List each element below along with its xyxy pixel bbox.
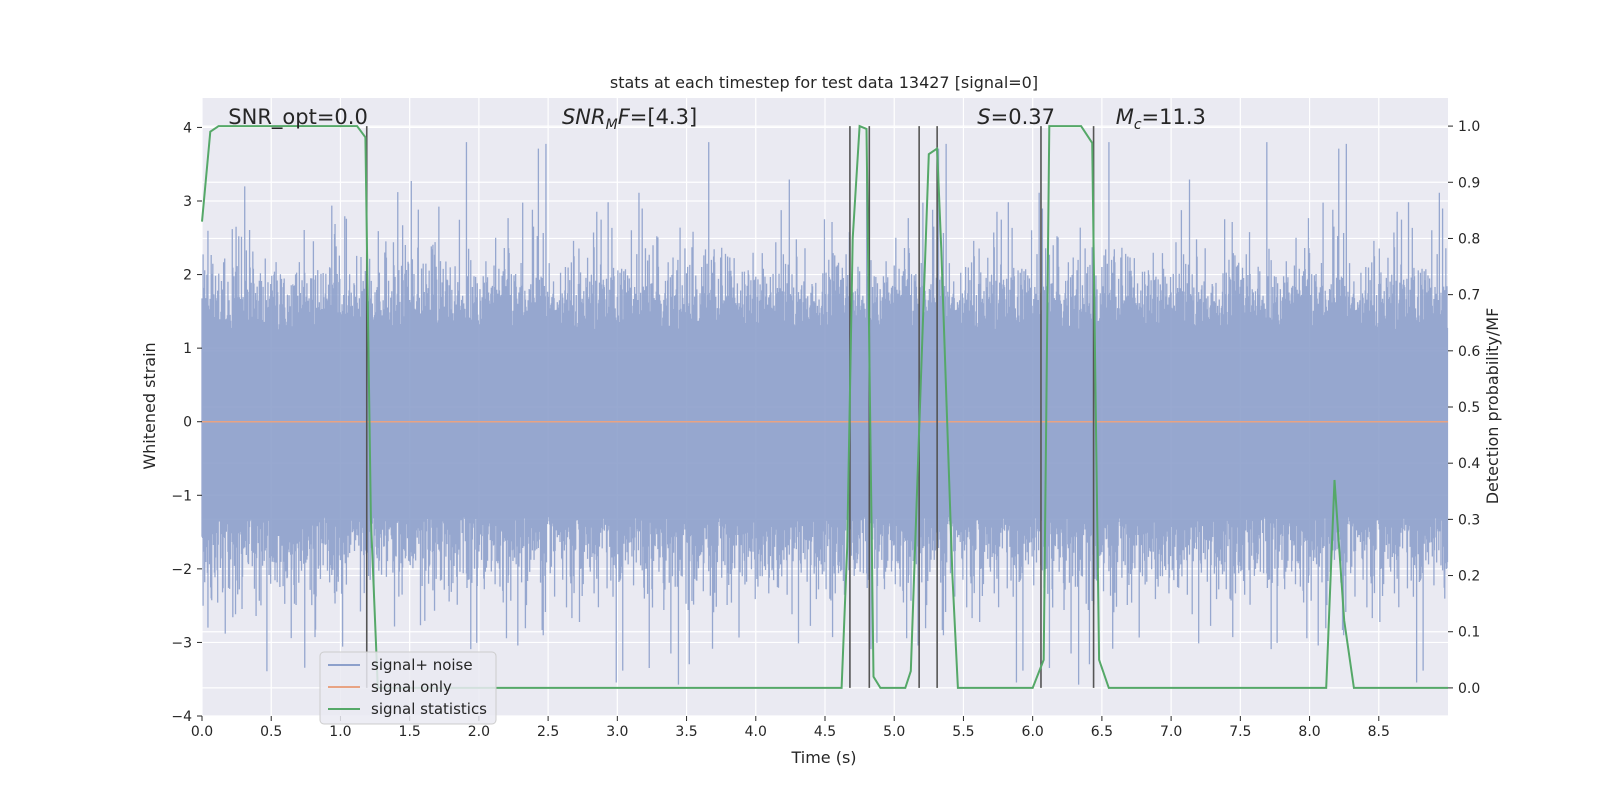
y-right-tick-label: 0.4 (1458, 456, 1480, 472)
y-right-tick-label: 0.5 (1458, 400, 1480, 416)
y-tick-label: −2 (171, 562, 192, 578)
annotation-1: SNRMF=[4.3] (562, 105, 697, 133)
y-tick-label: 0 (183, 415, 192, 431)
annotation-part: SNR (562, 105, 606, 129)
x-tick-label: 0.5 (260, 724, 282, 740)
y-right-tick-label: 1.0 (1458, 119, 1480, 135)
y-tick-label: 1 (183, 341, 192, 357)
annotation-part: M (606, 117, 618, 133)
x-tick-label: 0.0 (191, 724, 213, 740)
y-right-tick-label: 0.1 (1458, 625, 1480, 641)
x-axis-label: Time (s) (790, 748, 856, 767)
y-axis-label-right: Detection probability/MF (1483, 308, 1502, 505)
x-tick-label: 6.0 (1022, 724, 1044, 740)
y-tick-label: 4 (183, 120, 192, 136)
axes: 0.0 0.5 1.0 1.5 2.0 2.5 3.0 3.5 4.0 4.5 5.0 5.5 6.0 6… (171, 119, 1480, 740)
legend: signal+ noise signal only signal statistic… (319, 651, 497, 725)
series-signal-noise (201, 142, 1449, 685)
y-right-tick-label: 0.7 (1458, 288, 1480, 304)
x-tick-label: 2.5 (537, 724, 559, 740)
legend-label: signal+ noise (371, 656, 473, 674)
annotation-0: SNR_opt=0.0 (228, 105, 368, 130)
annotation-3: Mc=11.3 (1116, 105, 1206, 133)
annotation-part: =11.3 (1142, 105, 1206, 129)
y-tick-label: 3 (183, 194, 192, 210)
x-tick-label: 3.5 (675, 724, 697, 740)
x-tick-label: 7.5 (1229, 724, 1251, 740)
x-tick-label: 8.0 (1298, 724, 1320, 740)
annotation-part: c (1134, 117, 1142, 133)
y-right-tick-label: 0.2 (1458, 569, 1480, 585)
annotation-part: M (1116, 105, 1134, 129)
y-tick-label: −4 (171, 709, 192, 725)
annotation-part: F (618, 105, 631, 129)
y-tick-label: −3 (171, 635, 192, 651)
annotation-part: =0.37 (991, 105, 1055, 129)
x-tick-label: 4.0 (745, 724, 767, 740)
legend-label: signal statistics (371, 700, 487, 718)
x-tick-label: 1.0 (329, 724, 351, 740)
y-tick-label: 2 (183, 268, 192, 284)
legend-label: signal only (371, 678, 452, 696)
annotation-2: S=0.37 (977, 105, 1055, 129)
x-tick-label: 6.5 (1091, 724, 1113, 740)
y-right-tick-label: 0.8 (1458, 231, 1480, 247)
annotation-part: =[4.3] (630, 105, 697, 129)
x-tick-label: 1.5 (399, 724, 421, 740)
x-tick-label: 4.5 (814, 724, 836, 740)
y-tick-label: −1 (171, 488, 192, 504)
y-right-tick-label: 0.3 (1458, 512, 1480, 528)
y-right-tick-label: 0.6 (1458, 344, 1480, 360)
y-axis-label: Whitened strain (140, 342, 159, 469)
x-tick-label: 2.0 (468, 724, 490, 740)
x-tick-label: 5.0 (883, 724, 905, 740)
y-right-tick-label: 0.0 (1458, 681, 1480, 697)
x-tick-label: 7.0 (1160, 724, 1182, 740)
y-right-tick-label: 0.9 (1458, 175, 1480, 191)
chart-title: stats at each timestep for test data 134… (610, 73, 1038, 92)
signal-noise-line (201, 142, 1449, 685)
annotations: SNR_opt=0.0 SNRMF=[4.3] S=0.37 Mc=11.3 (228, 105, 1206, 133)
x-tick-label: 8.5 (1368, 724, 1390, 740)
annotation-part: S (977, 105, 990, 129)
x-tick-label: 3.0 (606, 724, 628, 740)
x-tick-label: 5.5 (952, 724, 974, 740)
legend-box (319, 651, 497, 725)
